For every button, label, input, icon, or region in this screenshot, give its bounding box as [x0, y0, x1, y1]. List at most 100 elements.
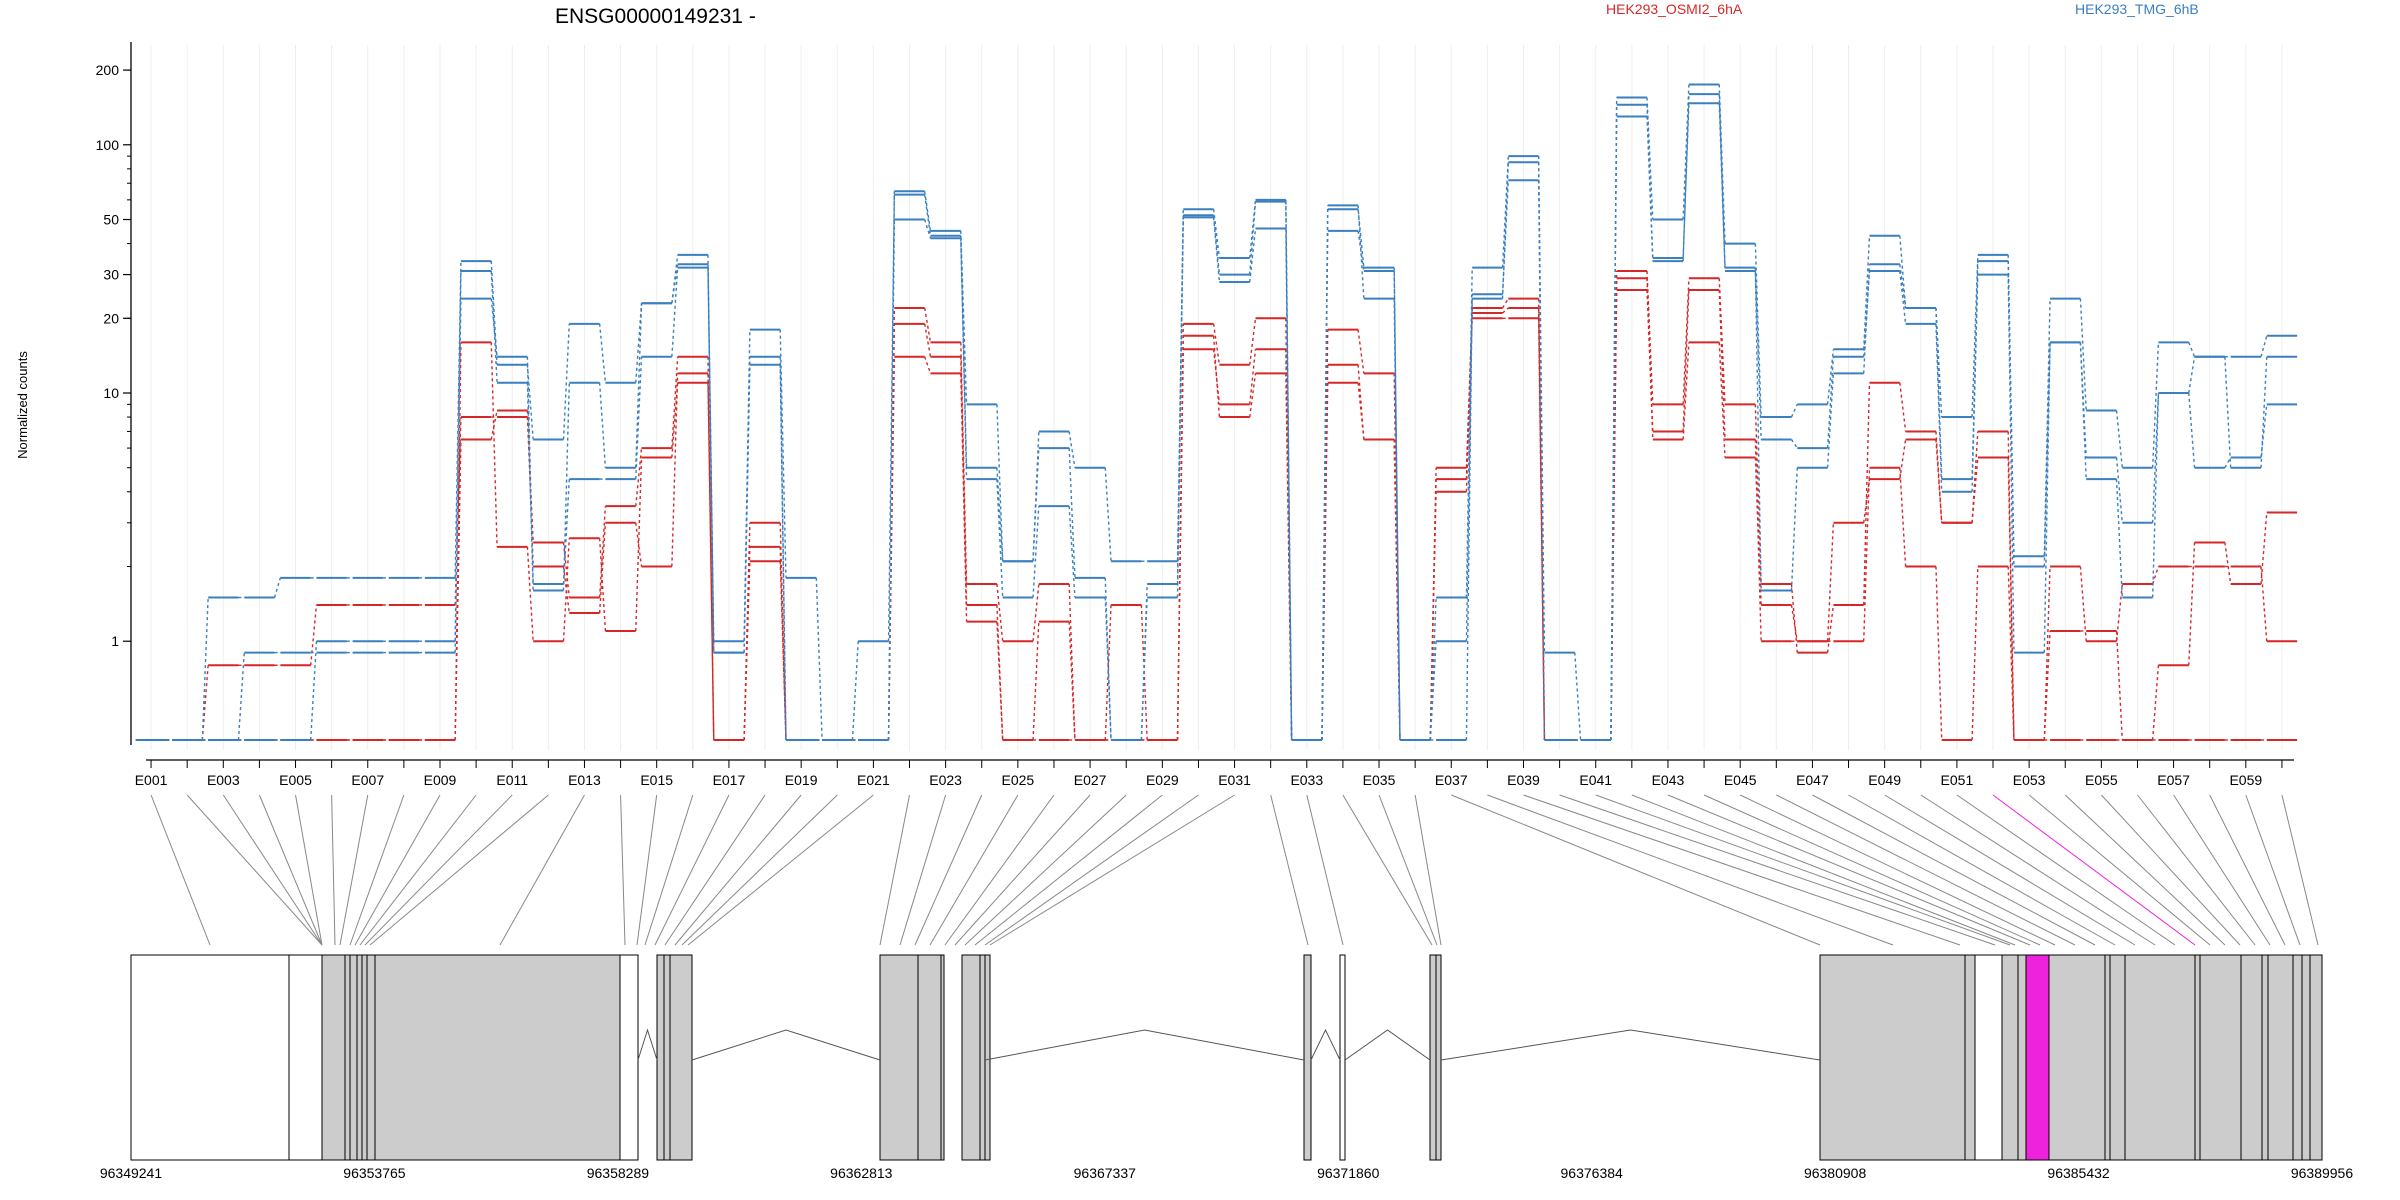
series-connector: [887, 194, 896, 642]
exon-block: [130, 954, 290, 1161]
exon-connector: [1631, 794, 2016, 946]
series-connector: [743, 356, 751, 653]
exon-block: [917, 954, 942, 1161]
chart-title: ENSG00000149231 -: [555, 5, 756, 28]
exon-block: [2199, 954, 2242, 1161]
coordinate-label: 96358289: [587, 1165, 650, 1181]
series-connector: [1682, 103, 1690, 258]
exon-connector: [1306, 794, 1344, 946]
series-connector: [635, 303, 643, 468]
exon-connector: [687, 794, 874, 946]
series-connector: [1935, 323, 1943, 492]
series-connector: [1501, 156, 1510, 268]
x-tick-label: E011: [496, 772, 528, 788]
x-tick-label: E043: [1652, 772, 1685, 788]
exon-connector: [644, 794, 694, 946]
series-connector: [1032, 431, 1040, 562]
series-connector: [237, 652, 245, 741]
series-connector: [1718, 289, 1726, 440]
exon-connector: [681, 794, 838, 946]
series-connector: [1321, 205, 1329, 741]
exon-connector: [664, 794, 766, 946]
exon-connector: [1414, 794, 1442, 946]
series-connector: [1610, 104, 1618, 741]
x-tick-label: E055: [2085, 772, 2118, 788]
exon-connector: [1884, 794, 2136, 946]
series-connector: [779, 546, 787, 741]
series-connector: [1249, 201, 1257, 275]
series-connector: [1718, 103, 1726, 272]
intron-line: [984, 1029, 1305, 1061]
series-connector: [1899, 270, 1907, 324]
exon-block: [349, 954, 358, 1161]
exon-connector: [929, 794, 1019, 946]
coordinate-label: 96367337: [1074, 1165, 1137, 1181]
series-connector: [1754, 439, 1762, 642]
intron-line: [637, 1028, 658, 1061]
series-connector: [490, 342, 498, 547]
series-connector: [562, 382, 570, 591]
series-connector: [2151, 566, 2160, 585]
series-connector: [960, 342, 968, 585]
exon-block: [1339, 954, 1346, 1161]
x-tick-label: E031: [1218, 772, 1251, 788]
exon-block: [366, 954, 376, 1161]
series-connector: [201, 597, 209, 741]
x-axis: E001 E003 E005 E007 E009 E011 E013 E015 E017 E019…: [135, 759, 2294, 788]
series-connector: [1790, 404, 1798, 418]
series-connector: [1357, 364, 1365, 440]
series-connector: [1754, 271, 1762, 440]
series-connector: [1790, 467, 1798, 591]
series-connector: [2043, 342, 2051, 653]
series-connector: [960, 238, 968, 480]
intron-line: [691, 1029, 881, 1061]
intron-line: [1344, 1029, 1431, 1061]
x-tick-label: E021: [857, 772, 890, 788]
series-connector: [1501, 162, 1510, 299]
series-connector: [2007, 457, 2015, 741]
series-connector: [1826, 373, 1835, 468]
series-connector: [779, 329, 787, 578]
exon-block: [879, 954, 919, 1161]
series-connector: [1465, 312, 1473, 468]
coordinate-label: 96362813: [830, 1165, 893, 1181]
exon-connector: [295, 794, 323, 946]
series-tmg-3: [135, 83, 2298, 741]
series-connector: [2188, 542, 2196, 666]
exon-block: [2048, 954, 2106, 1161]
series-connector: [1068, 431, 1076, 468]
x-tick-label: E047: [1796, 772, 1829, 788]
data-series: [135, 83, 2298, 741]
series-connector: [490, 271, 498, 383]
x-tick-label: E007: [351, 772, 384, 788]
series-connector: [2043, 566, 2051, 741]
exon-connector: [1703, 794, 2041, 946]
series-connector: [1826, 522, 1835, 642]
exon-connector: [620, 794, 626, 946]
exon-connector: [1739, 794, 2056, 946]
exon-connector: [258, 794, 323, 946]
exon-connector: [984, 794, 1199, 946]
exon-block: [1429, 954, 1437, 1161]
exon-block: [663, 954, 671, 1161]
exon-connector: [222, 794, 323, 946]
highlighted-exon: [2025, 954, 2050, 1161]
series-connector: [1790, 439, 1798, 449]
x-tick-label: E003: [207, 772, 240, 788]
exon-connector: [1595, 794, 2011, 946]
series-connector: [2188, 392, 2196, 468]
series-connector: [1935, 439, 1943, 523]
genomic-coordinate-axis: 96349241 96353765 96358289 96362813 96367337…: [100, 1165, 2354, 1181]
exon-connector: [1342, 794, 1433, 946]
series-connector: [1971, 457, 1979, 523]
exon-connector: [1451, 794, 1821, 946]
exon-block: [2267, 954, 2294, 1161]
exon-connector: [1487, 794, 1894, 946]
connector-lines: [150, 794, 2319, 946]
series-connector: [1249, 199, 1257, 259]
series-connector: [598, 382, 607, 468]
series-connector: [598, 522, 607, 613]
series-connector: [1393, 373, 1401, 741]
coordinate-label: 96353765: [343, 1165, 406, 1181]
